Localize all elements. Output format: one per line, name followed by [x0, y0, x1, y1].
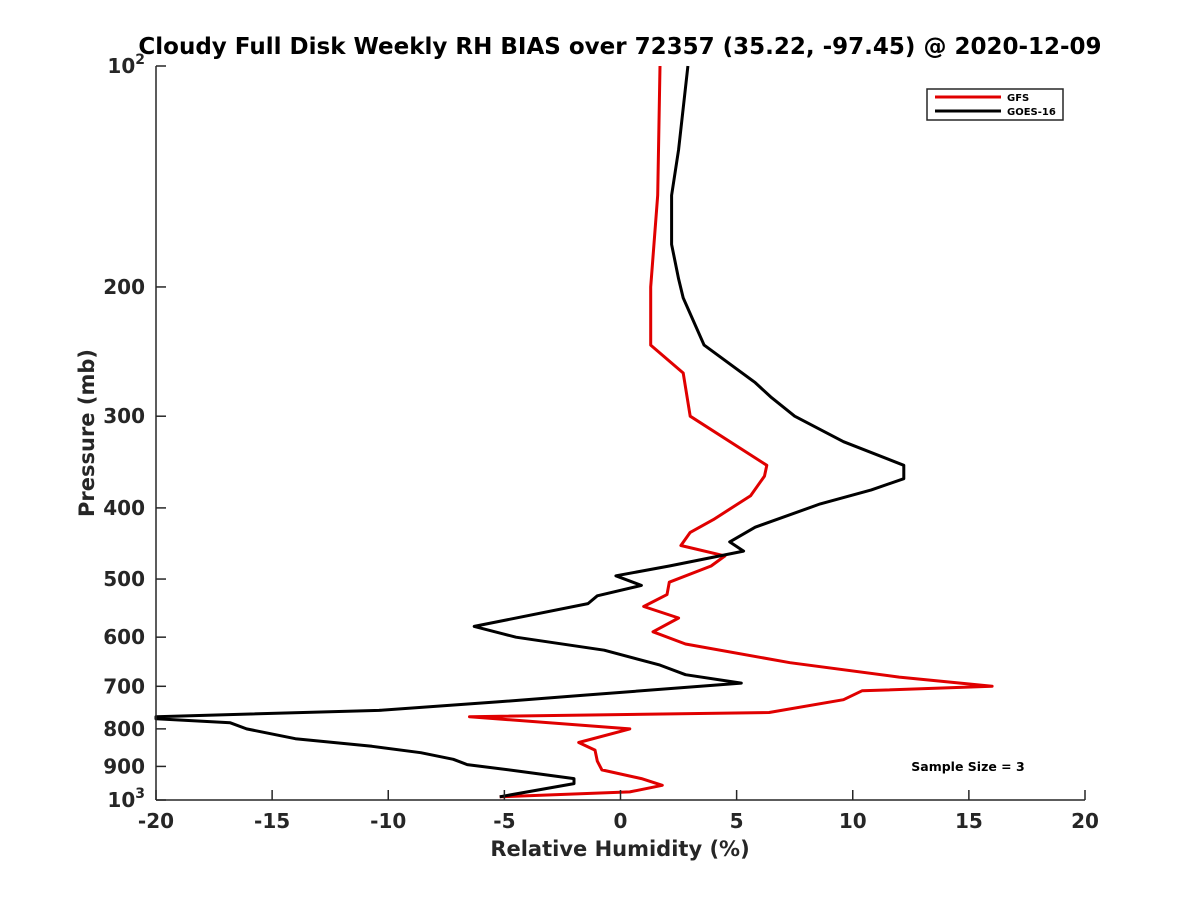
x-tick-label: 5 — [730, 809, 744, 833]
legend-label: GFS — [1007, 93, 1029, 104]
series-line-gfs — [468, 65, 994, 799]
y-tick-label: 103 — [107, 786, 145, 812]
x-axis-label: Relative Humidity (%) — [490, 837, 749, 861]
x-axis: -20 -15 -10 -5 0 5 10 15 20 — [138, 790, 1099, 833]
y-tick-label: 102 — [107, 52, 145, 78]
legend-box — [926, 88, 1064, 121]
y-tick-label: 400 — [103, 496, 145, 520]
chart-title: Cloudy Full Disk Weekly RH BIAS over 723… — [138, 34, 1101, 60]
plot-area — [154, 65, 994, 799]
series-line-goes-16 — [154, 65, 906, 799]
x-tick-label: -5 — [493, 809, 515, 833]
legend: GFS GOES-16 — [926, 88, 1064, 121]
x-tick-label: 10 — [839, 809, 867, 833]
x-tick-label: 0 — [614, 809, 628, 833]
y-tick-label: 500 — [103, 567, 145, 591]
x-tick-label: -10 — [370, 809, 406, 833]
y-axis-label: Pressure (mb) — [75, 349, 99, 517]
y-tick-label: 600 — [103, 625, 145, 649]
sample-size-annotation: Sample Size = 3 — [911, 759, 1024, 774]
y-tick-label: 800 — [103, 717, 145, 741]
x-tick-label: 15 — [955, 809, 983, 833]
x-tick-label: 20 — [1071, 809, 1099, 833]
y-tick-label: 200 — [103, 275, 145, 299]
x-tick-label: -15 — [254, 809, 290, 833]
y-axis: 102 200 300 400 500 600 700 800 900 103 — [103, 52, 166, 812]
y-tick-label: 900 — [103, 754, 145, 778]
y-tick-label: 700 — [103, 674, 145, 698]
legend-label: GOES-16 — [1007, 107, 1056, 118]
y-tick-label: 300 — [103, 404, 145, 428]
x-tick-label: -20 — [138, 809, 174, 833]
